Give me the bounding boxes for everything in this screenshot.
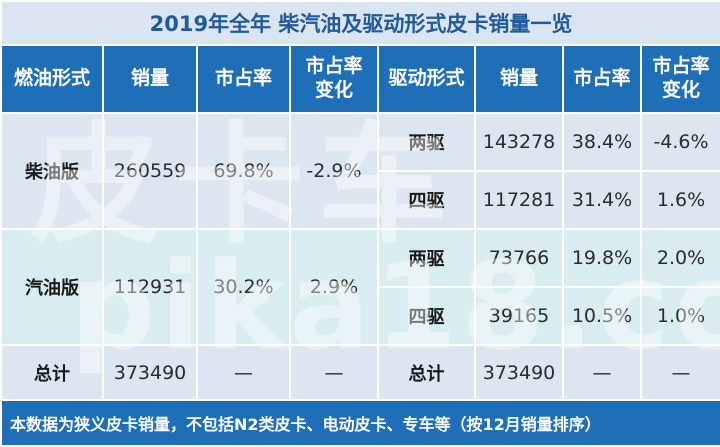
header-share: 市占率 [196, 44, 291, 114]
drive-share: 19.8% [562, 228, 642, 288]
table-row: 四驱 39165 10.5% 1.0% [1, 286, 720, 346]
total-drive-label: 总计 [377, 344, 476, 401]
table-title: 2019年全年 柴汽油及驱动形式皮卡销量一览 [0, 0, 720, 46]
total-label: 总计 [0, 344, 104, 401]
drive-sales: 143278 [474, 112, 564, 172]
drive-label: 两驱 [377, 228, 476, 288]
total-sales: 373490 [102, 344, 198, 401]
footer-note: 本数据为狭义皮卡销量，不包括N2类皮卡、电动皮卡、专车等（按12月销量排序） [0, 399, 720, 447]
drive-label: 四驱 [377, 286, 476, 346]
gasoline-sales: 112931 [102, 228, 198, 346]
diesel-sales: 260559 [102, 112, 198, 230]
drive-share: 38.4% [562, 112, 642, 172]
total-row: 总计 373490 — — 总计 373490 — — [0, 344, 720, 401]
header-sales: 销量 [102, 44, 198, 114]
table-row: 柴油版 260559 69.8% -2.9% 两驱 143278 38.4% -… [0, 112, 720, 230]
total-drive-share: — [562, 344, 642, 401]
diesel-share-change: -2.9% [289, 112, 379, 230]
header-fuel-type: 燃油形式 [0, 44, 104, 114]
header-drive-share-change: 市占率 变化 [639, 44, 720, 114]
total-share-change: — [289, 344, 379, 401]
header-drive-share: 市占率 [562, 44, 642, 114]
drive-share: 31.4% [562, 170, 642, 230]
table-row: 汽油版 112931 30.2% 2.9% 两驱 73766 19.8% 2.0… [0, 228, 720, 346]
fuel-label-gasoline: 汽油版 [0, 228, 104, 346]
drive-share-change: -4.6% [639, 112, 720, 172]
header-drive-type: 驱动形式 [377, 44, 476, 114]
total-share: — [196, 344, 291, 401]
drive-sales: 117281 [474, 170, 564, 230]
drive-share-change: 2.0% [639, 228, 720, 288]
drive-label: 两驱 [377, 112, 476, 172]
drive-label: 四驱 [377, 170, 476, 230]
header-row: 燃油形式 销量 市占率 市占率 变化 驱动形式 销量 市占率 市占率 变化 [0, 44, 720, 114]
gasoline-share-change: 2.9% [289, 228, 379, 346]
drive-sales: 39165 [474, 286, 564, 346]
fuel-label-diesel: 柴油版 [0, 112, 104, 230]
total-drive-sales: 373490 [474, 344, 564, 401]
drive-share-change: 1.6% [639, 170, 720, 230]
header-drive-sales: 销量 [474, 44, 564, 114]
table-row: 四驱 117281 31.4% 1.6% [1, 170, 720, 230]
diesel-share: 69.8% [196, 112, 291, 230]
total-drive-share-change: — [639, 344, 720, 401]
header-share-change: 市占率 变化 [289, 44, 379, 114]
gasoline-share: 30.2% [196, 228, 291, 346]
drive-sales: 73766 [474, 228, 564, 288]
drive-share-change: 1.0% [639, 286, 720, 346]
drive-share: 10.5% [562, 286, 642, 346]
